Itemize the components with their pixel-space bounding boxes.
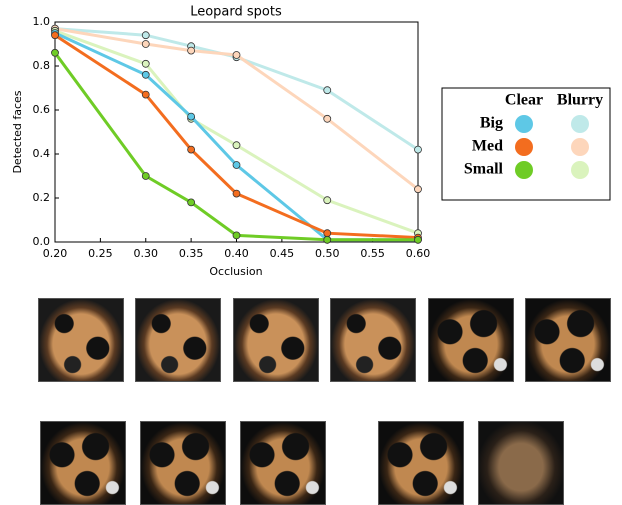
data-point <box>141 59 150 68</box>
face-thumbnail <box>233 298 319 382</box>
data-point <box>323 196 332 205</box>
data-point <box>232 141 241 150</box>
face-thumbnail <box>140 421 226 505</box>
legend-swatch <box>515 115 533 133</box>
x-tick-label: 0.25 <box>88 247 113 260</box>
data-point <box>323 86 332 95</box>
face-thumbnail <box>40 421 126 505</box>
x-tick-label: 0.50 <box>315 247 340 260</box>
legend-swatch <box>571 115 589 133</box>
x-tick-label: 0.60 <box>406 247 431 260</box>
face-thumbnail <box>240 421 326 505</box>
data-point <box>187 46 196 55</box>
legend-swatch <box>571 138 589 156</box>
legend-label: Big <box>480 115 503 132</box>
data-point <box>187 145 196 154</box>
data-point <box>141 31 150 40</box>
face-thumbnail <box>478 421 564 505</box>
data-point <box>232 231 241 240</box>
series-line <box>54 27 419 191</box>
chart-title: Leopard spots <box>190 5 282 20</box>
data-point <box>232 189 241 198</box>
data-point <box>414 145 422 154</box>
data-point <box>323 235 332 244</box>
face-thumbnail <box>330 298 416 382</box>
y-axis-label: Detected faces <box>11 90 24 173</box>
legend-label: Small <box>464 161 504 178</box>
face-thumbnail <box>378 421 464 505</box>
data-point <box>141 70 150 79</box>
face-thumbnail <box>135 298 221 382</box>
series-line <box>53 51 418 242</box>
data-point <box>232 51 241 59</box>
y-tick-label: 1.0 <box>33 15 51 28</box>
data-point <box>232 161 241 169</box>
y-tick-label: 0.8 <box>33 59 51 72</box>
data-point <box>51 48 59 57</box>
chart: Leopard spots Occlusion Detected faces 0… <box>11 5 611 278</box>
data-point <box>141 40 150 48</box>
data-point <box>323 229 332 238</box>
series-line <box>54 27 419 151</box>
series-line <box>54 31 418 242</box>
face-thumbnail <box>38 298 124 382</box>
data-point <box>187 112 196 121</box>
data-point <box>51 31 59 40</box>
y-tick-label: 0.6 <box>33 103 51 116</box>
y-tick-label: 0.2 <box>33 191 51 204</box>
data-point <box>141 172 150 180</box>
data-point <box>323 114 332 123</box>
legend-swatch <box>515 138 533 156</box>
legend-label: Med <box>472 138 503 155</box>
series-line <box>54 29 419 235</box>
x-tick-label: 0.30 <box>134 247 159 260</box>
x-tick-label: 0.35 <box>179 247 204 260</box>
x-tick-label: 0.55 <box>360 247 385 260</box>
x-axis-label: Occlusion <box>209 265 262 278</box>
data-point <box>414 235 422 244</box>
data-point <box>141 90 150 99</box>
legend-column-header: Clear <box>505 92 543 109</box>
x-tick-label: 0.20 <box>43 247 68 260</box>
face-thumbnail <box>428 298 514 382</box>
y-tick-label: 0.4 <box>33 147 51 160</box>
data-point <box>187 198 196 207</box>
data-point <box>414 185 422 194</box>
y-tick-label: 0.0 <box>33 235 51 248</box>
x-tick-label: 0.45 <box>270 247 295 260</box>
legend-swatch <box>515 161 533 179</box>
legend-swatch <box>571 161 589 179</box>
x-tick-label: 0.40 <box>224 247 249 260</box>
face-thumbnail <box>525 298 611 382</box>
legend-column-header: Blurry <box>557 92 603 109</box>
series-line <box>54 33 419 240</box>
